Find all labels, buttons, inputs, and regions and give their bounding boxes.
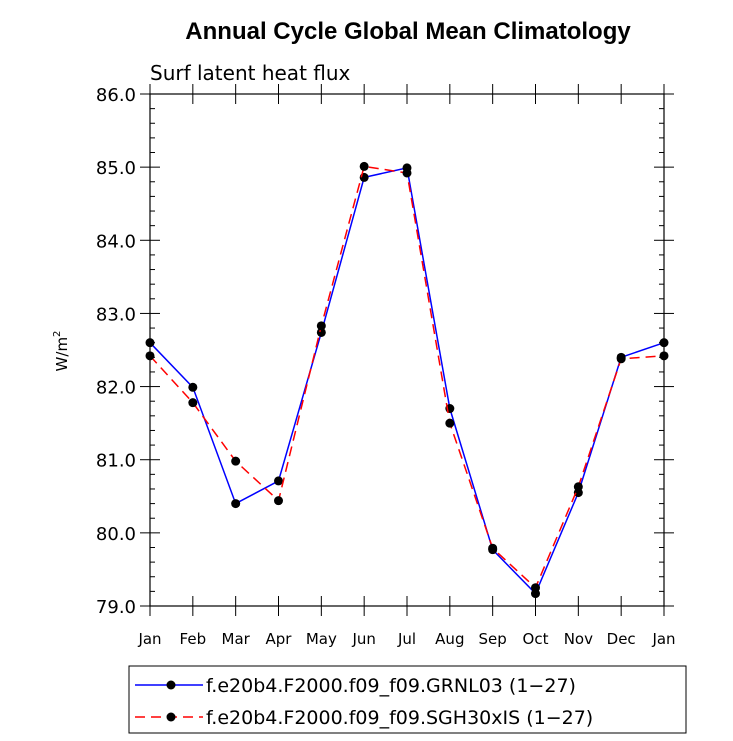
x-tick-label: Jun: [351, 630, 375, 648]
series-1-point: [531, 583, 540, 593]
x-tick-label: Jan: [651, 630, 675, 648]
x-tick-label: May: [306, 630, 337, 648]
series-1-point: [488, 543, 498, 553]
x-tick-label: Apr: [266, 630, 293, 648]
x-tick-label: Aug: [435, 630, 464, 648]
x-tick-label: Jul: [397, 630, 416, 648]
x-tick-label: Dec: [607, 630, 636, 648]
x-tick-label: Sep: [479, 630, 507, 648]
legend-label-1: f.e20b4.F2000.f09_f09.SGH30xIS (1−27): [206, 707, 593, 729]
legend: f.e20b4.F2000.f09_f09.GRNL03 (1−27) f.e2…: [128, 665, 687, 734]
y-tick-label: 83.0: [96, 304, 136, 325]
series-1-point: [274, 496, 283, 506]
series-1-point: [359, 161, 369, 171]
series-0-point: [359, 172, 369, 182]
series-1-point: [188, 398, 198, 408]
svg-text:W/m2: W/m2: [52, 331, 71, 372]
y-axis-label-main: W/m: [53, 337, 71, 372]
x-tick-label: Nov: [564, 630, 593, 648]
x-tick-label: Oct: [523, 630, 549, 648]
x-tick-label: Mar: [222, 630, 251, 648]
plot-frame: [149, 93, 665, 607]
series-0-point: [274, 476, 283, 486]
x-tick-label: Feb: [180, 630, 207, 648]
series-0-point: [316, 327, 326, 337]
y-axis-label-sup: 2: [52, 331, 63, 337]
series-1-point: [573, 482, 583, 492]
axis-ticks: [140, 84, 674, 616]
chart-subtitle: Surf latent heat flux: [150, 61, 351, 85]
series-1-point: [231, 456, 241, 466]
y-tick-label: 85.0: [96, 158, 136, 179]
y-tick-label: 79.0: [96, 597, 136, 618]
series-line-1: [149, 165, 665, 589]
series-1-point: [316, 321, 326, 331]
chart-title: Annual Cycle Global Mean Climatology: [185, 18, 631, 45]
series-1-point: [616, 354, 626, 364]
y-tick-label: 80.0: [96, 524, 136, 545]
y-tick-label: 81.0: [96, 451, 136, 472]
series-1-point: [402, 168, 412, 178]
y-tick-label: 84.0: [96, 231, 136, 252]
legend-box: [128, 665, 687, 734]
y-tick-label: 82.0: [96, 378, 136, 399]
legend-marker-1: [166, 712, 176, 722]
series-0-point: [231, 499, 241, 509]
series-group: [145, 161, 669, 599]
series-line-0: [149, 166, 665, 595]
legend-label-0: f.e20b4.F2000.f09_f09.GRNL03 (1−27): [206, 675, 576, 697]
y-tick-labels: 79.0 80.0 81.0 82.0 83.0 84.0 85.0 86.0: [96, 85, 136, 618]
x-tick-label: Jan: [137, 630, 161, 648]
series-1-point: [445, 418, 455, 428]
y-axis-label: W/m2: [52, 331, 71, 372]
legend-marker-0: [166, 680, 176, 690]
x-tick-labels: Jan Feb Mar Apr May Jun Jul Aug Sep Oct Nov Dec Jan: [137, 630, 675, 648]
y-tick-label: 86.0: [96, 85, 136, 106]
series-0-point: [188, 382, 198, 392]
